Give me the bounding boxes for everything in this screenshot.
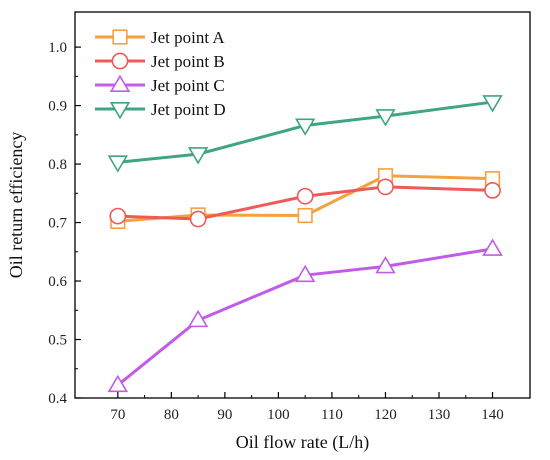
data-point xyxy=(482,238,503,256)
data-point xyxy=(189,210,207,228)
legend-item: Jet point A xyxy=(95,28,225,47)
tick-labels: 70 80 90 100 110 120 130 140 0.4 0.5 0.6 0.7 0.8 0.9 1… xyxy=(48,40,504,423)
legend-label: Jet point C xyxy=(151,76,225,95)
legend: Jet point A Jet point B Jet point C Jet poi… xyxy=(95,28,226,120)
y-tick-label: 0.8 xyxy=(48,157,67,173)
y-axis-title: Oil return efficiency xyxy=(6,132,26,279)
legend-marker xyxy=(109,102,131,120)
data-point xyxy=(107,374,129,393)
data-point xyxy=(297,207,313,224)
data-point xyxy=(294,118,316,136)
series-4 xyxy=(107,95,503,173)
legend-label: Jet point D xyxy=(151,100,226,119)
legend-item: Jet point D xyxy=(95,100,226,120)
legend-label: Jet point A xyxy=(151,28,225,47)
y-tick-label: 0.9 xyxy=(48,99,67,115)
x-tick-label: 130 xyxy=(428,407,451,423)
x-tick-label: 140 xyxy=(481,407,504,423)
legend-item: Jet point C xyxy=(95,74,225,95)
x-tick-label: 80 xyxy=(164,407,179,423)
y-tick-label: 0.7 xyxy=(48,216,67,232)
data-point xyxy=(187,147,209,165)
data-point xyxy=(107,155,129,173)
data-point xyxy=(296,187,314,205)
legend-marker xyxy=(112,29,128,45)
y-tick-label: 0.6 xyxy=(48,274,67,290)
legend-marker xyxy=(111,52,129,70)
x-tick-label: 120 xyxy=(374,407,397,423)
data-point xyxy=(294,264,316,283)
x-tick-label: 100 xyxy=(267,407,290,423)
data-point xyxy=(484,181,501,199)
series-3 xyxy=(107,238,503,393)
data-point xyxy=(109,207,127,225)
series-group xyxy=(107,95,503,393)
data-point xyxy=(187,309,209,328)
x-tick-label: 110 xyxy=(321,407,343,423)
legend-marker xyxy=(109,74,131,92)
y-tick-label: 1.0 xyxy=(48,40,67,56)
series-2 xyxy=(109,178,501,228)
y-tick-label: 0.4 xyxy=(48,391,67,407)
y-tick-label: 0.5 xyxy=(48,333,67,349)
data-point xyxy=(482,95,503,113)
data-point xyxy=(375,109,396,127)
x-tick-label: 70 xyxy=(110,407,125,423)
plot-frame xyxy=(74,11,531,399)
legend-label: Jet point B xyxy=(151,52,225,71)
data-point xyxy=(377,178,394,196)
x-tick-label: 90 xyxy=(217,407,232,423)
legend-item: Jet point B xyxy=(95,52,225,71)
axis-ticks xyxy=(75,46,494,399)
x-axis-title: Oil flow rate (L/h) xyxy=(236,432,369,453)
data-point xyxy=(375,256,396,274)
